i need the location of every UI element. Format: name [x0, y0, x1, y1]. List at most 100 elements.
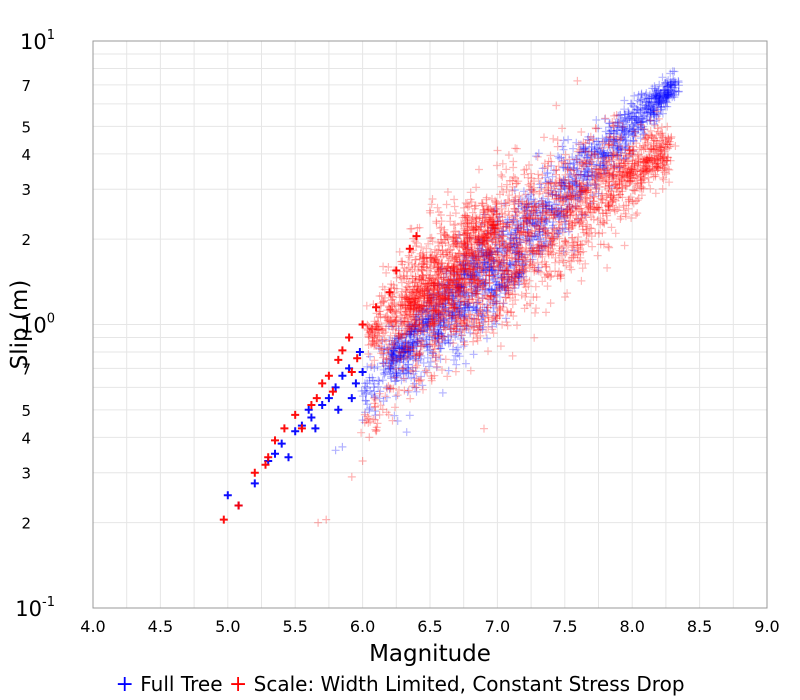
full-tree-point — [455, 304, 463, 313]
full-tree-point — [674, 81, 683, 90]
full-tree-point — [621, 154, 630, 163]
full-tree-point — [415, 324, 424, 333]
full-tree-point — [613, 141, 622, 149]
full-tree-point — [459, 260, 468, 269]
full-tree-point — [582, 172, 591, 181]
full-tree-point — [671, 80, 680, 89]
full-tree-point — [616, 111, 624, 120]
full-tree-point — [503, 243, 512, 252]
full-tree-point — [402, 330, 411, 339]
full-tree-point — [642, 109, 651, 118]
full-tree-point — [413, 325, 422, 334]
full-tree-point — [611, 139, 619, 148]
full-tree-point — [503, 230, 512, 239]
full-tree-point — [488, 272, 497, 281]
full-tree-point — [643, 117, 652, 126]
full-tree-point — [565, 184, 574, 193]
full-tree-point — [568, 203, 577, 212]
full-tree-point — [476, 266, 485, 275]
full-tree-point — [587, 147, 596, 156]
full-tree-point — [523, 202, 532, 211]
full-tree-point — [564, 200, 572, 209]
full-tree-point — [407, 320, 416, 329]
full-tree-point — [393, 354, 402, 363]
full-tree-point — [620, 110, 629, 119]
y-tick-label: 7 — [21, 77, 31, 95]
full-tree-point — [642, 105, 651, 114]
full-tree-point — [528, 218, 537, 227]
full-tree-point — [652, 100, 661, 109]
full-tree-point — [511, 207, 520, 216]
full-tree-point — [605, 143, 614, 152]
full-tree-point — [587, 171, 596, 180]
full-tree-point — [426, 296, 435, 305]
full-tree-point — [571, 174, 580, 183]
full-tree-point — [577, 210, 586, 219]
full-tree-point — [644, 94, 653, 103]
full-tree-point — [554, 204, 563, 213]
y-decade-label: 101 — [20, 28, 55, 54]
x-axis-ticks: 4.0 4.5 5.0 5.5 6.0 6.5 7.0 7.5 8.0 8.5 9.0 — [80, 617, 779, 636]
full-tree-point — [412, 327, 421, 336]
full-tree-point — [629, 147, 638, 155]
full-tree-point — [461, 303, 470, 312]
full-tree-point — [592, 160, 601, 169]
full-tree-point — [546, 236, 555, 245]
full-tree-point — [664, 87, 673, 96]
full-tree-point — [603, 148, 612, 157]
full-tree-point — [615, 144, 624, 153]
full-tree-point — [629, 131, 638, 140]
full-tree-point — [412, 341, 421, 350]
full-tree-point — [655, 97, 664, 106]
full-tree-point — [546, 240, 555, 249]
full-tree-point — [466, 271, 475, 280]
x-tick-label: 5.0 — [215, 617, 240, 636]
full-tree-point — [602, 151, 611, 160]
full-tree-point — [569, 144, 578, 153]
full-tree-point — [650, 89, 659, 98]
full-tree-point — [636, 134, 645, 143]
full-tree-point — [648, 84, 657, 93]
y-tick-label: 4 — [21, 146, 31, 164]
full-tree-point — [397, 344, 406, 352]
full-tree-point — [436, 320, 445, 329]
full-tree-point — [645, 100, 654, 109]
full-tree-point — [450, 308, 459, 317]
full-tree-point — [491, 286, 500, 295]
full-tree-point — [404, 354, 413, 363]
full-tree-point — [404, 360, 413, 369]
full-tree-point — [532, 222, 541, 231]
full-tree-point — [499, 231, 507, 239]
x-axis-title: Magnitude — [369, 641, 491, 667]
full-tree-point — [599, 146, 608, 155]
full-tree-point — [649, 92, 658, 101]
full-tree-point — [536, 230, 545, 239]
full-tree-point — [429, 327, 438, 336]
full-tree-point — [472, 304, 481, 312]
y-tick-label: 3 — [21, 465, 31, 483]
full-tree-point — [666, 89, 674, 98]
full-tree-point — [535, 224, 544, 233]
full-tree-point — [513, 226, 522, 235]
full-tree-point — [624, 110, 633, 118]
full-tree-point — [645, 99, 654, 108]
full-tree-point — [438, 310, 447, 319]
full-tree-point — [414, 310, 423, 319]
full-tree-point — [408, 322, 417, 331]
y-tick-label: 2 — [21, 515, 31, 533]
full-tree-point — [468, 276, 477, 284]
full-tree-point — [462, 288, 471, 297]
full-tree-point — [529, 235, 538, 244]
full-tree-point — [426, 311, 435, 320]
full-tree-point — [584, 160, 593, 169]
full-tree-point — [592, 149, 601, 157]
full-tree-point — [435, 281, 444, 290]
full-tree-point — [471, 282, 480, 291]
full-tree-point — [403, 324, 412, 333]
full-tree-point — [663, 90, 672, 99]
full-tree-point — [532, 206, 541, 215]
y-tick-label: 5 — [21, 402, 31, 420]
full-tree-point — [397, 344, 406, 353]
full-tree-point — [480, 251, 489, 259]
full-tree-point — [605, 129, 614, 138]
